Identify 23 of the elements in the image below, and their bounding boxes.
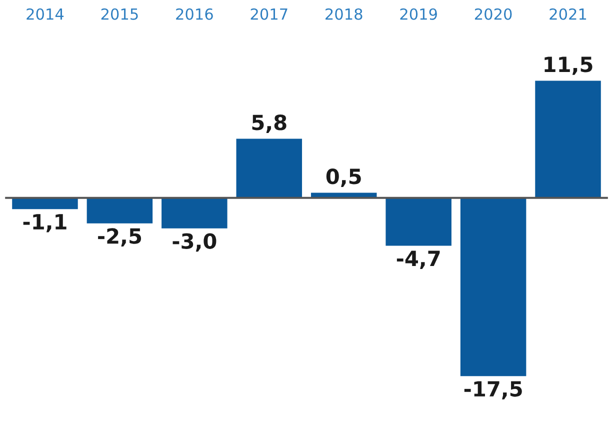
x-tick-label: 2020 — [474, 8, 512, 20]
bar — [386, 198, 452, 246]
data-label: 0,5 — [326, 168, 361, 187]
x-tick-label: 2014 — [26, 8, 64, 20]
data-label: -2,5 — [98, 228, 142, 247]
data-label: -17,5 — [464, 381, 522, 400]
data-label: 5,8 — [252, 114, 286, 133]
bar — [86, 198, 153, 224]
data-label: -3,0 — [172, 233, 216, 252]
bar — [236, 138, 302, 198]
bar — [535, 80, 601, 198]
bar — [460, 198, 526, 376]
x-tick-label: 2018 — [326, 8, 362, 20]
bar — [162, 198, 228, 228]
x-tick-label: 2021 — [550, 8, 586, 20]
x-tick-label: 2019 — [400, 8, 437, 20]
data-label: 11,5 — [544, 56, 592, 75]
data-label: -1,1 — [23, 214, 66, 232]
x-tick-label: 2016 — [176, 8, 213, 20]
bar — [12, 198, 78, 210]
data-label: -4,7 — [396, 250, 440, 269]
x-tick-label: 2015 — [101, 8, 138, 20]
x-tick-label: 2017 — [250, 8, 288, 20]
